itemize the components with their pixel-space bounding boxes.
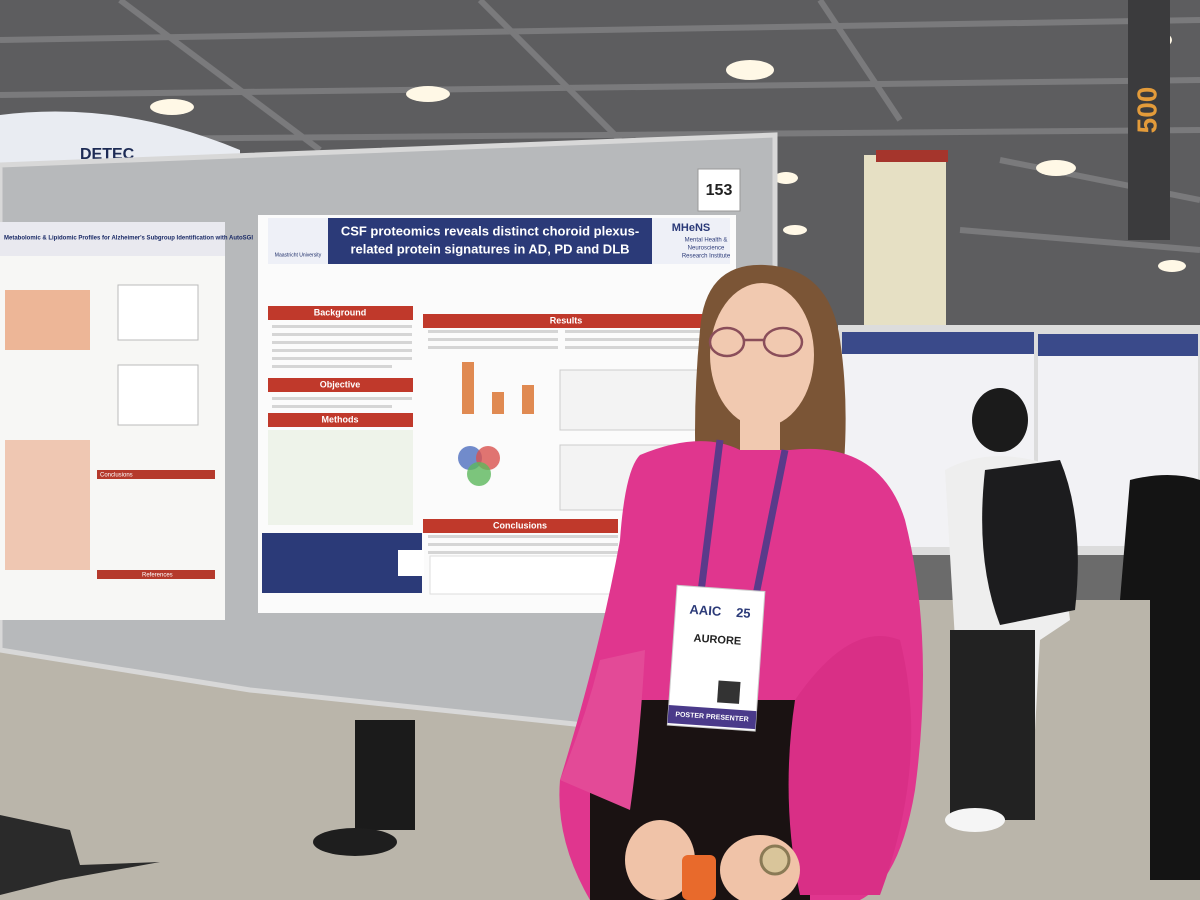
watch	[759, 844, 791, 876]
backpack	[982, 460, 1078, 625]
shoe	[945, 808, 1005, 832]
floor-bag	[0, 815, 160, 895]
bystander	[1120, 475, 1200, 880]
shoe	[313, 828, 397, 856]
banner	[0, 111, 240, 165]
left-poster-section: Conclusions	[100, 473, 133, 479]
poster-title-line: CSF proteomics reveals distinct choroid …	[341, 223, 639, 238]
methods-diagram	[268, 430, 413, 525]
boxplot-panel	[559, 369, 711, 431]
left-poster-section: References	[142, 573, 173, 579]
lanyard	[696, 439, 724, 601]
badge: AAIC 25 AURORE POSTER PRESENTER	[666, 584, 766, 732]
institute-subtitle: Mental Health &	[685, 238, 728, 244]
university-logo-box	[268, 218, 328, 264]
section-heading: Methods	[322, 414, 359, 424]
hanging-sign	[1128, 0, 1170, 240]
left-poster-section-bar	[97, 470, 215, 479]
badge-qr	[717, 680, 741, 704]
badge-role-bar	[667, 705, 757, 730]
badge-year: 25	[736, 605, 751, 621]
presenter-face	[710, 283, 814, 427]
legs-behind-board	[355, 720, 415, 830]
hanging-sign-text: 500	[1131, 87, 1162, 134]
sponsor-logos	[429, 555, 621, 595]
glasses	[708, 326, 804, 358]
section-heading: Conclusions	[493, 520, 547, 530]
institute-name: MHeNS	[672, 222, 711, 234]
left-poster-title: Metabolomic & Lipidomic Profiles for Alz…	[4, 236, 253, 242]
left-poster-section-bar	[97, 570, 215, 579]
phone	[682, 855, 716, 900]
badge-event: AAIC	[689, 602, 722, 619]
institute-subtitle: Research Institute	[682, 254, 731, 260]
left-poster-plot	[117, 364, 199, 426]
section-heading: Results	[550, 315, 583, 325]
poster-footer-contact	[262, 533, 422, 593]
left-poster-header	[0, 222, 225, 256]
lanyard	[751, 449, 789, 601]
institute-logo-box	[652, 218, 730, 264]
institute-subtitle: Neuroscience	[688, 246, 725, 252]
left-poster-figure	[5, 440, 90, 570]
qr-code	[398, 550, 424, 576]
results-bars	[462, 362, 534, 414]
right-poster-header	[842, 332, 1034, 354]
board-number: 153	[706, 182, 733, 199]
section-bar	[268, 378, 413, 392]
bystander-trousers	[950, 630, 1035, 820]
badge-card	[666, 584, 766, 732]
left-poster-figure	[5, 290, 90, 350]
venn-circle	[467, 462, 491, 486]
badge-name: AURORE	[693, 633, 741, 648]
presenter-hand	[625, 820, 695, 900]
section-heading: Background	[314, 307, 367, 317]
left-poster-plot	[117, 284, 199, 341]
pillar	[864, 155, 946, 330]
poster-title-line: related protein signatures in AD, PD and…	[350, 241, 629, 256]
section-bar	[268, 413, 413, 427]
pillar-cap	[876, 150, 948, 162]
section-bar	[268, 306, 413, 320]
university-name: Maastricht University	[275, 252, 322, 258]
section-heading: Objective	[320, 379, 361, 389]
section-bar	[423, 519, 618, 533]
blouse-ruffle	[560, 650, 645, 810]
section-bar	[423, 314, 713, 328]
poster-text-lines	[272, 325, 705, 554]
blouse-ruffle	[788, 636, 912, 895]
bystander-head	[972, 388, 1028, 452]
board-number-card	[697, 168, 741, 212]
right-poster-header	[1038, 334, 1198, 356]
